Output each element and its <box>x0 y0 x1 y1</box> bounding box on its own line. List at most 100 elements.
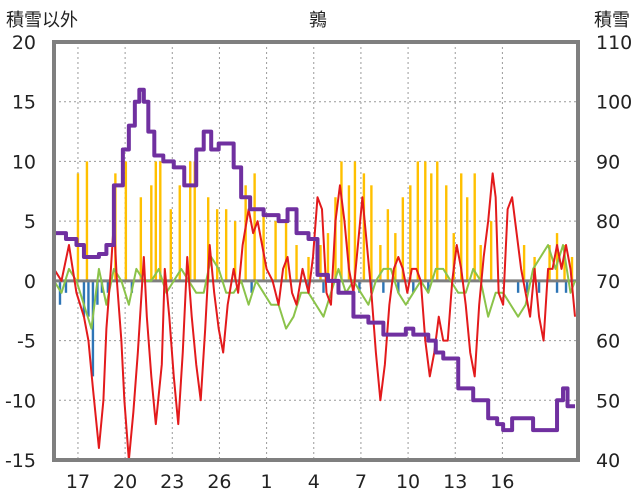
snowfall-bar <box>452 233 455 281</box>
snowfall-bar <box>326 233 330 281</box>
left-tick-label: -10 <box>5 390 36 412</box>
x-tick-label: 1 <box>261 471 273 493</box>
temperature-line <box>53 172 577 461</box>
right-axis-label: 積雪 <box>594 10 630 31</box>
left-tick-label: 15 <box>12 92 36 114</box>
snow_change-bar <box>516 280 520 293</box>
snowfall-bar <box>262 209 265 281</box>
snowfall-bar <box>409 185 412 281</box>
left-tick-label: -15 <box>5 450 36 472</box>
snow_change-bar <box>358 280 361 293</box>
chart-title: 鶉 <box>309 10 327 31</box>
snowfall-bar <box>436 161 439 281</box>
snow_change-bar <box>382 280 385 293</box>
snowfall-bar <box>555 233 559 281</box>
x-axis-ticks: 17 20 23 26 1 4 7 10 13 16 <box>66 471 515 493</box>
right-tick-label: 80 <box>596 211 620 233</box>
temperature_diff-line <box>53 244 576 330</box>
snowfall-bar <box>473 173 476 281</box>
snowfall-bar <box>401 197 405 281</box>
snowfall-bar <box>386 209 390 281</box>
x-tick-label: 4 <box>308 471 320 493</box>
snowfall-bar <box>154 161 158 281</box>
snowfall-bar <box>193 161 196 281</box>
snow_change-bar <box>64 280 68 293</box>
x-tick-label: 26 <box>207 471 231 493</box>
snow_change-bar <box>537 280 541 293</box>
snow_change-bar <box>250 280 253 293</box>
snow_change-bar <box>106 280 110 293</box>
right-tick-label: 50 <box>596 390 620 412</box>
snowfall-bar <box>274 221 277 281</box>
snowfall-bar <box>150 185 153 281</box>
snow_change-bar <box>91 280 95 377</box>
snow_change-bar <box>82 280 86 317</box>
snowfall-bar <box>466 197 469 281</box>
snowfall-bar <box>124 161 128 281</box>
snowfall-bar <box>215 209 219 281</box>
snowfall-bar <box>522 245 526 281</box>
snowfall-bar <box>207 197 210 281</box>
snowfall-bar <box>347 185 351 281</box>
right-tick-label: 60 <box>596 331 620 353</box>
snow_change-bar <box>397 280 400 293</box>
snowfall-bar <box>178 185 181 281</box>
x-tick-label: 17 <box>66 471 90 493</box>
snowfall-bar <box>307 256 310 281</box>
snowfall-bar <box>479 245 482 281</box>
left-axis-label: 積雪以外 <box>6 10 78 31</box>
snowfall-bar <box>548 245 551 281</box>
snow_depth-line <box>54 87 576 433</box>
snowfall-bar <box>370 185 373 281</box>
snowfall-bar <box>362 173 366 281</box>
snow_change-bar <box>412 280 415 293</box>
left-tick-label: 0 <box>24 271 36 293</box>
left-tick-label: 20 <box>12 32 36 54</box>
snowfall-bar <box>563 245 566 281</box>
lines-layer <box>53 87 577 461</box>
right-tick-label: 100 <box>596 92 632 114</box>
snowfall-bar <box>416 161 420 281</box>
right-tick-label: 40 <box>596 450 620 472</box>
snow_change-bar <box>58 280 62 305</box>
left-axis-ticks: 20 15 10 5 0 -5 -10 -15 <box>5 32 36 472</box>
snow_change-bar <box>87 280 90 317</box>
snow_change-bar <box>525 280 529 293</box>
plot-frame <box>52 40 580 462</box>
snow_change-bar <box>96 280 99 305</box>
snowfall-bar <box>295 245 298 281</box>
snowfall-bar <box>284 221 288 281</box>
snowfall-bar <box>353 161 357 281</box>
x-tick-label: 23 <box>160 471 184 493</box>
x-tick-label: 10 <box>396 471 420 493</box>
right-tick-label: 110 <box>596 32 632 54</box>
snow_change-bar <box>564 280 568 293</box>
snowfall-bar <box>394 233 397 281</box>
left-tick-label: 10 <box>12 151 36 173</box>
snowfall-bar <box>85 161 89 281</box>
snowfall-bar <box>319 245 322 281</box>
snow_change-bar <box>427 280 430 293</box>
x-tick-label: 16 <box>490 471 514 493</box>
left-tick-label: 5 <box>24 211 36 233</box>
snow_change-bar <box>322 280 325 293</box>
snowfall-bar <box>189 161 192 281</box>
snowfall-bar <box>340 161 343 281</box>
snowfall-bar <box>233 221 237 281</box>
right-tick-label: 70 <box>596 271 620 293</box>
snowfall-bar <box>460 173 463 281</box>
snowfall-bar <box>570 256 574 281</box>
x-tick-label: 20 <box>113 471 137 493</box>
snowfall-bar <box>76 173 80 281</box>
snowfall-bar <box>224 209 228 281</box>
snowfall-bar <box>159 161 162 281</box>
right-tick-label: 90 <box>596 151 620 173</box>
left-tick-label: -5 <box>17 331 36 353</box>
x-tick-label: 7 <box>355 471 367 493</box>
x-tick-label: 13 <box>443 471 467 493</box>
snowfall-bar <box>169 209 172 281</box>
snowfall-bar <box>445 185 448 281</box>
right-axis-ticks: 110 100 90 80 70 60 50 40 <box>596 32 632 472</box>
snowfall-bar <box>489 221 493 281</box>
